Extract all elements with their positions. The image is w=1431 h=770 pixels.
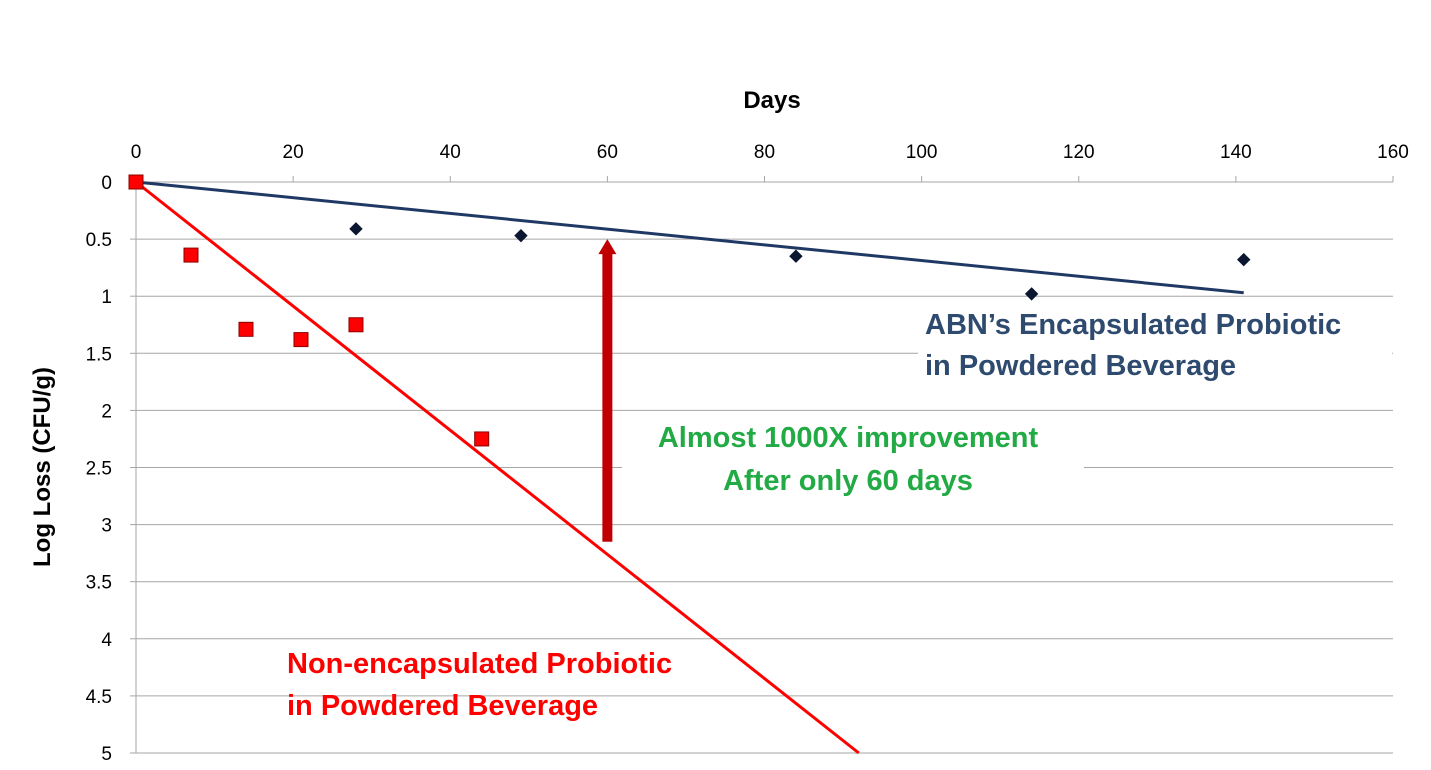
y-tick-label: 1.5 <box>86 344 112 365</box>
non-encapsulated-label-line1: Non-encapsulated Probiotic <box>287 648 672 680</box>
square-point <box>183 247 199 263</box>
y-tick-label: 5 <box>101 744 112 765</box>
diamond-point <box>349 222 363 236</box>
y-tick-label: 0 <box>101 173 112 194</box>
square-point <box>128 174 144 190</box>
x-tick-label: 0 <box>131 142 142 163</box>
x-tick-label: 140 <box>1220 142 1252 163</box>
diamond-point <box>789 249 803 263</box>
y-tick-label: 4 <box>101 630 112 651</box>
x-tick-label: 60 <box>597 142 618 163</box>
x-axis-title: Days <box>743 87 800 114</box>
non-encapsulated-label-line2: in Powdered Beverage <box>287 690 598 722</box>
x-tick-label: 40 <box>440 142 461 163</box>
y-tick-label: 3.5 <box>86 573 112 594</box>
arrow-head <box>598 239 617 255</box>
improvement-label-line2: After only 60 days <box>723 465 973 497</box>
encapsulated-label-background <box>918 302 1392 390</box>
diamond-point <box>1024 287 1039 301</box>
y-tick-label: 3 <box>101 516 112 537</box>
improvement-label-line1: Almost 1000X improvement <box>658 422 1039 454</box>
grid-lines <box>130 181 1393 754</box>
square-point <box>348 317 364 333</box>
x-tick-label: 100 <box>906 142 938 163</box>
y-axis-title: Log Loss (CFU/g) <box>29 367 56 567</box>
x-tick-label: 80 <box>754 142 775 163</box>
arrow-shaft <box>602 253 613 542</box>
x-axis-ticks: 0 20 40 60 80 100 120 140 160 <box>131 142 1409 182</box>
data-points <box>128 174 1251 447</box>
y-tick-label: 1 <box>101 287 112 308</box>
diamond-point <box>1237 252 1251 267</box>
x-tick-label: 120 <box>1063 142 1095 163</box>
trendline-2 <box>135 180 860 755</box>
y-tick-label: 2.5 <box>86 459 112 480</box>
x-tick-label: 160 <box>1377 142 1409 163</box>
diamond-point <box>514 228 528 243</box>
trendlines <box>135 180 1244 755</box>
square-point <box>238 321 254 337</box>
improvement-arrow <box>598 239 617 542</box>
square-point <box>293 332 309 348</box>
y-tick-label: 0.5 <box>86 230 112 251</box>
encapsulated-label-line2: in Powdered Beverage <box>925 350 1236 382</box>
square-point <box>474 431 490 447</box>
encapsulated-label-line1: ABN’s Encapsulated Probiotic <box>925 309 1341 341</box>
y-tick-label: 4.5 <box>86 687 112 708</box>
x-tick-label: 20 <box>283 142 304 163</box>
trendline-1 <box>135 180 1244 295</box>
y-tick-label: 2 <box>101 401 112 422</box>
improvement-label-background <box>622 413 1084 503</box>
y-axis-ticks: 0 0.5 1 1.5 2 2.5 3 3.5 4 4.5 5 <box>86 173 113 765</box>
